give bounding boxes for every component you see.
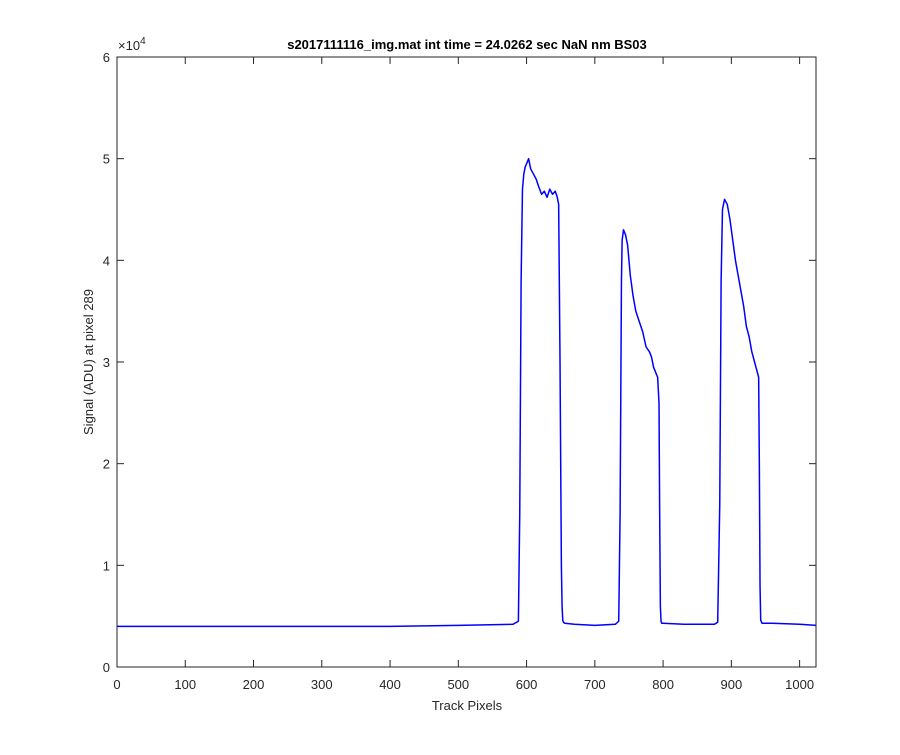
x-tick-label: 400 (379, 677, 401, 692)
series-line (117, 157, 817, 628)
y-axis-exponent-base: ×10 (118, 38, 140, 53)
y-tick-label: 3 (103, 355, 110, 370)
x-tick-label: 900 (721, 677, 743, 692)
x-tick-label: 100 (174, 677, 196, 692)
x-tick-label: 700 (584, 677, 606, 692)
x-tick-label: 600 (516, 677, 538, 692)
y-axis-exponent-power: 4 (140, 36, 146, 47)
y-tick-label: 2 (103, 457, 110, 472)
y-tick-label: 6 (103, 50, 110, 65)
y-axis-exponent: ×104 (118, 36, 146, 53)
x-tick-label: 0 (113, 677, 120, 692)
series-layer (117, 157, 817, 628)
x-axis-label: Track Pixels (432, 698, 503, 713)
x-tick-label: 300 (311, 677, 333, 692)
ticks-layer: 0 100 200 300 400 500 600 700 800 900 1000 0 1 2 3 4 5 6 (103, 50, 816, 692)
chart-title: s2017111116_img.mat int time = 24.0262 s… (287, 37, 647, 52)
x-tick-label: 800 (652, 677, 674, 692)
y-tick-label: 0 (103, 660, 110, 675)
x-tick-label: 500 (447, 677, 469, 692)
x-tick-label: 1000 (785, 677, 814, 692)
y-tick-label: 5 (103, 152, 110, 167)
axes-box (116, 56, 817, 668)
plot-area (117, 57, 816, 667)
x-tick-label: 200 (243, 677, 265, 692)
y-tick-label: 1 (103, 558, 110, 573)
y-tick-label: 4 (103, 253, 110, 268)
y-axis-label: Signal (ADU) at pixel 289 (81, 289, 96, 435)
